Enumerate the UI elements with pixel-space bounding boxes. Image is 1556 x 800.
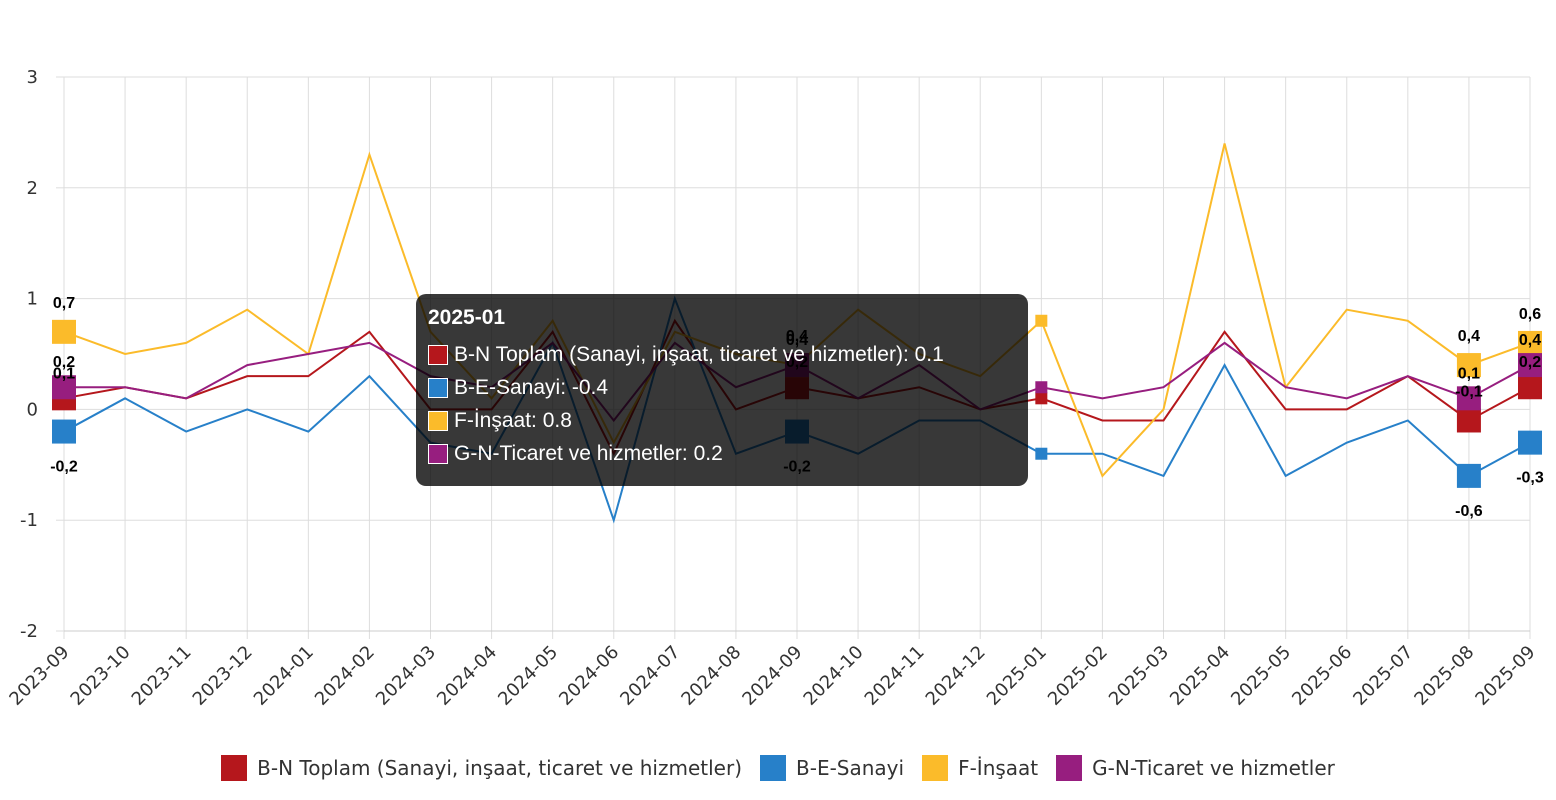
x-tick-label: 2025-01 xyxy=(983,642,1051,710)
data-label: -0,3 xyxy=(1516,470,1544,487)
legend-item[interactable]: B-N Toplam (Sanayi, inşaat, ticaret ve h… xyxy=(221,755,742,781)
x-tick-label: 2025-09 xyxy=(1471,642,1539,710)
x-tick-label: 2025-06 xyxy=(1288,642,1356,710)
legend-label: B-N Toplam (Sanayi, inşaat, ticaret ve h… xyxy=(257,756,742,780)
x-tick-label: 2024-11 xyxy=(861,642,929,710)
data-point-marker xyxy=(1035,314,1048,327)
data-label: 0,4 xyxy=(1519,332,1541,349)
tooltip-label: G-N-Ticaret ve hizmetler: 0.2 xyxy=(454,441,723,465)
y-tick-label: 0 xyxy=(27,399,38,420)
legend-swatch xyxy=(1056,755,1083,781)
tooltip-row: B-E-Sanayi: -0.4 xyxy=(428,371,1016,404)
data-label: -0,6 xyxy=(1455,503,1483,520)
x-tick-label: 2025-04 xyxy=(1166,642,1234,710)
tooltip-label: B-E-Sanayi: -0.4 xyxy=(454,375,609,399)
x-tick-label: 2024-03 xyxy=(372,642,440,710)
x-tick-label: 2024-05 xyxy=(494,642,562,710)
data-label: 0,1 xyxy=(53,365,75,382)
data-point-marker xyxy=(1035,381,1048,394)
tooltip-label: F-İnşaat: 0.8 xyxy=(454,408,572,432)
tooltip-row: F-İnşaat: 0.8 xyxy=(428,404,1016,437)
data-label: -0,2 xyxy=(50,459,78,476)
y-tick-label: -1 xyxy=(20,510,38,531)
y-tick-label: 3 xyxy=(27,67,38,88)
data-point-marker xyxy=(1518,353,1542,378)
data-point-marker xyxy=(1035,392,1048,405)
chart-tooltip: 2025-01 B-N Toplam (Sanayi, inşaat, tica… xyxy=(416,294,1028,486)
data-label: 0,6 xyxy=(1519,306,1541,323)
y-tick-label: -2 xyxy=(20,621,38,642)
data-label: -0,1 xyxy=(1455,383,1483,400)
legend-label: B-E-Sanayi xyxy=(796,756,905,780)
data-label: 0,4 xyxy=(1458,328,1480,345)
x-tick-label: 2024-10 xyxy=(800,642,868,710)
data-point-marker xyxy=(1518,330,1542,355)
x-tick-label: 2023-10 xyxy=(67,642,135,710)
legend-swatch xyxy=(221,755,248,781)
tooltip-title: 2025-01 xyxy=(428,306,506,329)
x-tick-label: 2024-08 xyxy=(677,642,745,710)
x-tick-label: 2025-03 xyxy=(1105,642,1173,710)
data-label: 0,1 xyxy=(1458,365,1480,382)
data-point-marker xyxy=(1456,463,1481,488)
data-point-marker xyxy=(52,419,76,444)
legend-swatch xyxy=(922,755,949,781)
tooltip-swatch xyxy=(428,443,448,464)
legend-label: G-N-Ticaret ve hizmetler xyxy=(1092,756,1335,780)
legend-item[interactable]: G-N-Ticaret ve hizmetler xyxy=(1056,755,1335,781)
tooltip-swatch xyxy=(428,410,448,431)
data-point-marker xyxy=(1456,386,1481,411)
chart-legend: B-N Toplam (Sanayi, inşaat, ticaret ve h… xyxy=(0,752,1556,784)
legend-label: F-İnşaat xyxy=(958,756,1039,780)
x-tick-label: 2023-09 xyxy=(5,642,73,710)
data-point-marker xyxy=(1456,408,1481,433)
data-point-marker xyxy=(1035,447,1048,460)
data-label: 0,2 xyxy=(53,354,75,371)
x-tick-label: 2024-12 xyxy=(922,642,990,710)
y-tick-label: 2 xyxy=(27,178,38,199)
data-label: 0,2 xyxy=(1519,354,1541,371)
x-tick-label: 2024-09 xyxy=(738,642,806,710)
tooltip-row: B-N Toplam (Sanayi, inşaat, ticaret ve h… xyxy=(428,338,1016,371)
tooltip-row: G-N-Ticaret ve hizmetler: 0.2 xyxy=(428,437,1016,470)
data-label: 0,7 xyxy=(53,295,75,312)
x-tick-label: 2024-07 xyxy=(616,642,684,710)
data-point-marker xyxy=(52,319,76,344)
legend-item[interactable]: B-E-Sanayi xyxy=(760,755,904,781)
tooltip-label: B-N Toplam (Sanayi, inşaat, ticaret ve h… xyxy=(454,342,944,366)
x-tick-label: 2025-05 xyxy=(1227,642,1295,710)
tooltip-swatch xyxy=(428,344,448,365)
x-tick-label: 2023-11 xyxy=(128,642,196,710)
x-tick-label: 2024-01 xyxy=(250,642,318,710)
x-tick-label: 2024-04 xyxy=(433,642,501,710)
data-point-marker xyxy=(52,375,76,400)
x-tick-label: 2023-12 xyxy=(189,642,257,710)
x-tick-label: 2024-06 xyxy=(555,642,623,710)
tooltip-swatch xyxy=(428,377,448,398)
x-tick-label: 2025-02 xyxy=(1044,642,1112,710)
data-point-marker xyxy=(1518,430,1542,455)
x-tick-label: 2025-08 xyxy=(1410,642,1478,710)
x-tick-label: 2025-07 xyxy=(1349,642,1417,710)
y-tick-label: 1 xyxy=(27,289,38,310)
x-tick-label: 2024-02 xyxy=(311,642,379,710)
tooltip-rows: B-N Toplam (Sanayi, inşaat, ticaret ve h… xyxy=(428,338,1016,470)
data-point-marker xyxy=(1518,375,1542,400)
legend-item[interactable]: F-İnşaat xyxy=(922,755,1038,781)
data-point-marker xyxy=(1456,353,1481,378)
legend-swatch xyxy=(760,755,786,781)
